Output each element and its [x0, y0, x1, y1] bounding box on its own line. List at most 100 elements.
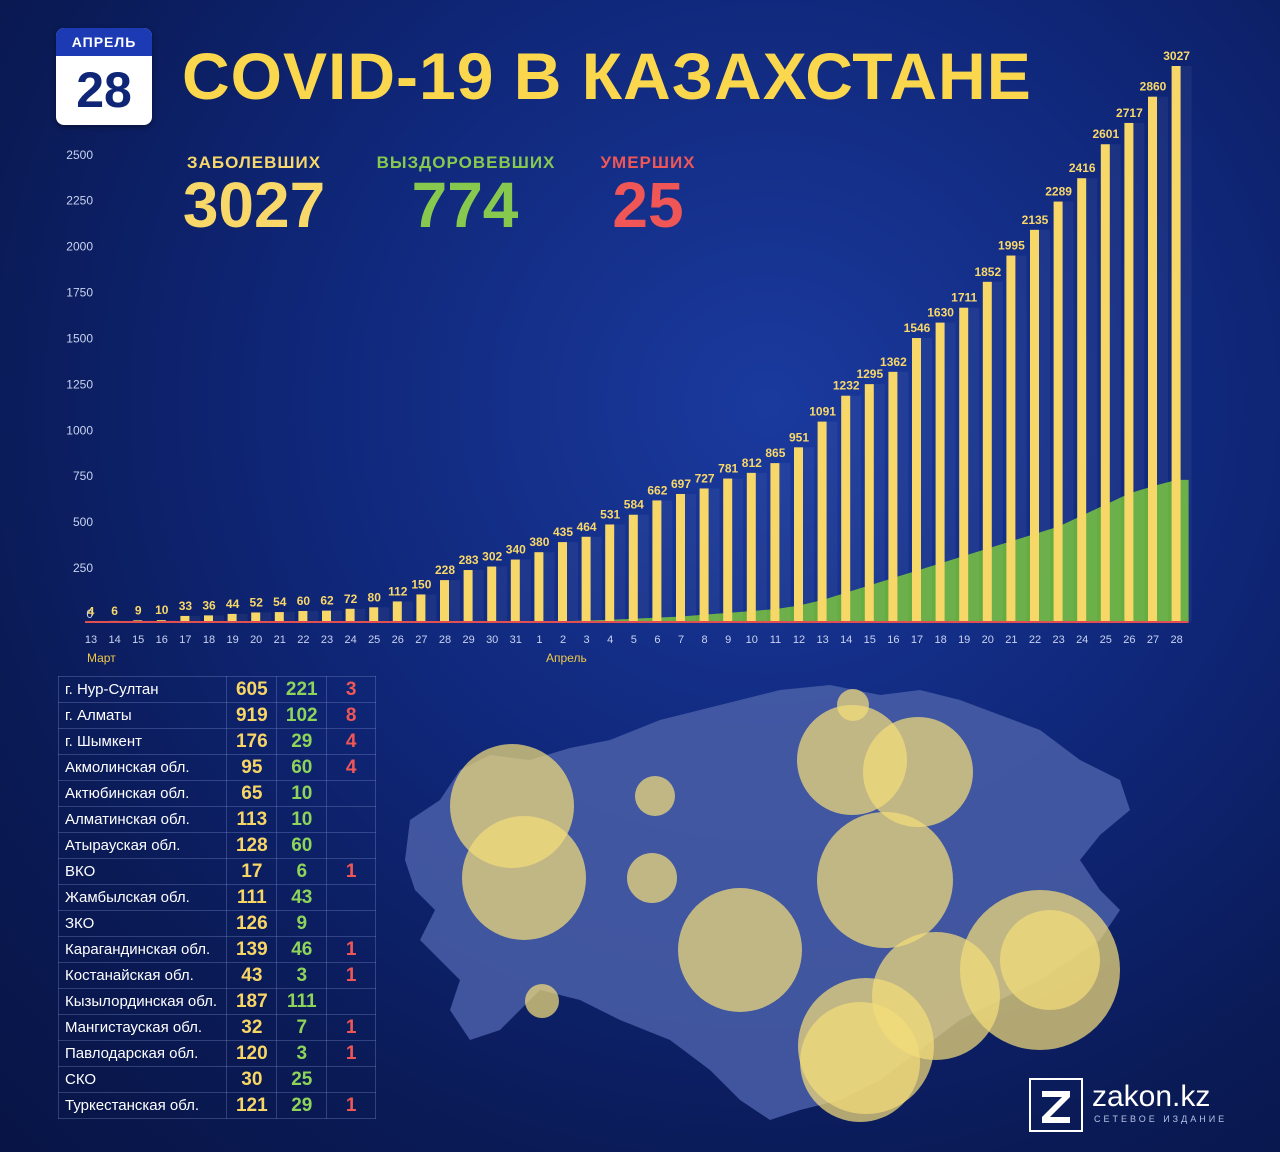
- table-row: Алматинская обл. 113 10: [57, 806, 376, 833]
- recovered-value: 774: [411, 169, 519, 241]
- logo-subtitle: СЕТЕВОЕ ИЗДАНИЕ: [1094, 1114, 1228, 1124]
- table-row: Туркестанская обл. 121 29 1: [57, 1092, 376, 1119]
- y-tick-label: 1000: [66, 423, 93, 437]
- region-deaths: 8: [326, 702, 376, 729]
- bar: [1148, 96, 1157, 622]
- bar-value-label: 435: [553, 525, 573, 539]
- bar-value-label: 302: [482, 550, 502, 564]
- bar-value-label: 112: [388, 584, 408, 598]
- bar: [723, 478, 733, 622]
- date-month: АПРЕЛЬ: [56, 28, 152, 56]
- x-tick-label: 28: [439, 634, 451, 646]
- bar-value-label: 951: [789, 430, 809, 444]
- bar-value-label: 1546: [904, 321, 931, 335]
- table-row: Атырауская обл. 128 60: [57, 832, 376, 859]
- x-tick-label: 5: [631, 634, 637, 646]
- bar-value-label: 1232: [833, 379, 860, 393]
- bar: [227, 613, 237, 622]
- x-tick-label: 17: [179, 634, 191, 646]
- table-row: СКО 30 25: [57, 1066, 376, 1093]
- region-name: Туркестанская обл.: [57, 1092, 228, 1119]
- x-tick-label: 13: [816, 634, 828, 646]
- deaths-label: УМЕРШИХ: [600, 153, 696, 172]
- region-bubble: [1000, 910, 1100, 1010]
- x-tick-label: 3: [584, 634, 590, 646]
- x-tick-label: 31: [510, 634, 522, 646]
- bar-value-label: 283: [459, 553, 479, 567]
- bar-value-label: 1711: [951, 291, 977, 305]
- bar-value-label: 662: [647, 483, 667, 497]
- table-row: Актюбинская обл. 65 10: [57, 780, 376, 807]
- bar: [794, 447, 803, 622]
- region-name: ВКО: [57, 858, 228, 885]
- region-recovered: 10: [276, 780, 328, 807]
- bar: [416, 594, 426, 622]
- bar-value-label: 531: [600, 507, 620, 521]
- bar: [676, 493, 685, 622]
- bar: [1006, 255, 1016, 622]
- region-deaths: 1: [326, 1014, 376, 1041]
- region-deaths: 1: [326, 962, 376, 989]
- bar-value-label: 340: [506, 543, 526, 557]
- region-deaths: 4: [326, 728, 376, 755]
- bar: [274, 612, 284, 622]
- region-deaths: [326, 780, 376, 807]
- x-tick-label: 14: [108, 634, 120, 646]
- region-infected: 128: [226, 832, 278, 859]
- region-bubble: [525, 984, 559, 1018]
- bar: [251, 612, 261, 622]
- table-row: Мангистауская обл. 32 7 1: [57, 1014, 376, 1041]
- x-tick-label: 22: [297, 634, 309, 646]
- y-tick-label: 250: [73, 561, 93, 575]
- cases-chart: 0 250 500 750 1000 1250 1500 1750 2000 2250 2500 4 1…: [66, 49, 1192, 665]
- bar-value-label: 52: [250, 595, 264, 609]
- x-tick-label: 14: [840, 634, 852, 646]
- table-row: г. Нур-Султан 605 221 3: [57, 676, 376, 703]
- bar-value-label: 1852: [974, 265, 1001, 279]
- region-infected: 120: [226, 1040, 278, 1067]
- bar: [817, 421, 827, 622]
- region-name: Алматинская обл.: [57, 806, 228, 833]
- bar-value-label: 33: [179, 599, 193, 613]
- y-tick-label: 2250: [66, 194, 93, 208]
- bar-value-label: 2717: [1116, 106, 1143, 120]
- region-infected: 113: [226, 806, 278, 833]
- bar-value-label: 2860: [1140, 80, 1167, 94]
- kazakhstan-map: [405, 685, 1130, 1122]
- y-tick-label: 1500: [66, 331, 93, 345]
- region-recovered: 111: [276, 988, 328, 1015]
- table-row: ВКО 17 6 1: [57, 858, 376, 885]
- region-deaths: 1: [326, 1040, 376, 1067]
- bar-value-label: 62: [320, 594, 334, 608]
- bar-shadow: [326, 610, 342, 622]
- bar-shadow: [208, 615, 224, 622]
- bar-value-label: 60: [297, 594, 311, 608]
- infected-value: 3027: [182, 169, 326, 241]
- y-tick-label: 0: [86, 607, 93, 621]
- x-tick-label: 19: [226, 634, 238, 646]
- table-row: Кызылординская обл. 187 111: [57, 988, 376, 1015]
- x-tick-label: 9: [725, 634, 731, 646]
- region-recovered: 60: [276, 832, 328, 859]
- bar: [369, 607, 379, 622]
- bar-value-label: 36: [202, 598, 216, 612]
- region-name: Жамбылская обл.: [57, 884, 228, 911]
- bar: [1053, 201, 1063, 622]
- x-tick-label: 8: [702, 634, 708, 646]
- region-deaths: [326, 1066, 376, 1093]
- region-recovered: 3: [276, 962, 328, 989]
- table-row: Костанайская обл. 43 3 1: [57, 962, 376, 989]
- x-tick-label: 15: [864, 634, 876, 646]
- region-bubble: [800, 1002, 920, 1122]
- bar: [605, 524, 615, 622]
- bar: [322, 610, 331, 622]
- bar-shadow: [302, 610, 319, 622]
- region-recovered: 29: [276, 728, 328, 755]
- deaths-value: 25: [612, 169, 684, 241]
- bar-value-label: 2601: [1092, 127, 1119, 141]
- region-bubble: [635, 776, 675, 816]
- table-row: Акмолинская обл. 95 60 4: [57, 754, 376, 781]
- table-row: г. Шымкент 176 29 4: [57, 728, 376, 755]
- bar-value-label: 1630: [927, 306, 954, 320]
- region-bubble: [837, 689, 869, 721]
